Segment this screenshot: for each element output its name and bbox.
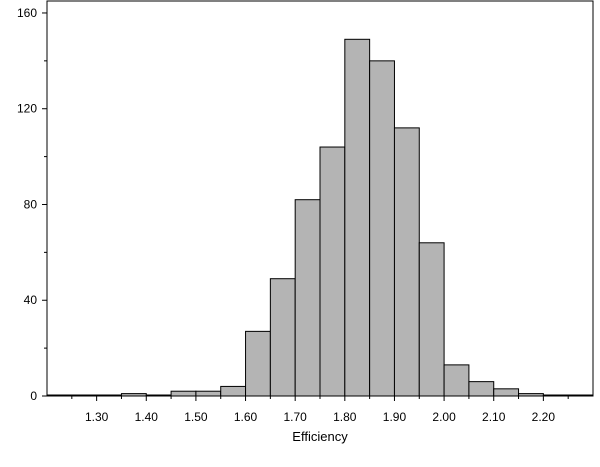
x-tick-label: 1.40 <box>135 410 159 424</box>
x-tick-label: 1.70 <box>284 410 308 424</box>
x-tick-label: 1.80 <box>333 410 357 424</box>
histogram-bar <box>195 390 222 397</box>
histogram-bar <box>170 390 197 397</box>
y-tick-label: 120 <box>17 102 37 116</box>
histogram-bar <box>71 394 98 397</box>
bars-layer <box>46 38 594 397</box>
x-tick-label: 1.30 <box>85 410 109 424</box>
y-tick-label: 40 <box>24 293 38 307</box>
histogram-bar <box>344 38 371 397</box>
histogram-bar <box>269 278 296 397</box>
x-tick-label: 2.00 <box>432 410 456 424</box>
histogram-bar <box>120 393 147 397</box>
histogram-bar <box>220 385 247 397</box>
x-tick-label: 1.50 <box>184 410 208 424</box>
x-axis-title: Efficiency <box>292 429 348 444</box>
histogram-bar <box>319 146 346 397</box>
histogram-bar <box>542 394 569 397</box>
x-tick-label: 2.20 <box>532 410 556 424</box>
histogram-bar <box>493 388 520 397</box>
histogram-bar <box>418 242 445 397</box>
histogram-bar <box>369 60 395 397</box>
y-tick-label: 80 <box>24 197 38 211</box>
histogram-bar <box>294 199 321 397</box>
x-tick-label: 2.10 <box>482 410 506 424</box>
y-tick-label: 160 <box>17 6 37 20</box>
y-tick-label: 0 <box>30 389 37 403</box>
x-tick-label: 1.60 <box>234 410 258 424</box>
x-tick-label: 1.90 <box>383 410 407 424</box>
histogram-bar <box>245 330 271 397</box>
histogram-bar <box>567 394 594 397</box>
histogram-bar <box>46 394 73 397</box>
x-axis: 1.30 1.40 1.50 1.60 1.70 1.80 1.90 2.00 2.10 2.20 <box>71 396 569 424</box>
histogram-bar <box>443 364 470 397</box>
histogram-bar <box>96 394 122 397</box>
histogram-bar <box>145 394 172 397</box>
y-axis: 0 40 80 120 160 <box>17 6 47 403</box>
histogram-bar <box>518 393 544 397</box>
histogram-bar <box>468 381 495 397</box>
histogram-bar <box>393 127 420 397</box>
